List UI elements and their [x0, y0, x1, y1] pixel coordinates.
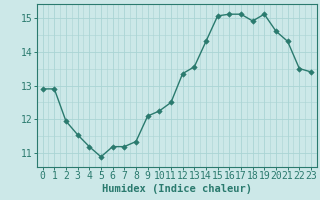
X-axis label: Humidex (Indice chaleur): Humidex (Indice chaleur)	[102, 184, 252, 194]
